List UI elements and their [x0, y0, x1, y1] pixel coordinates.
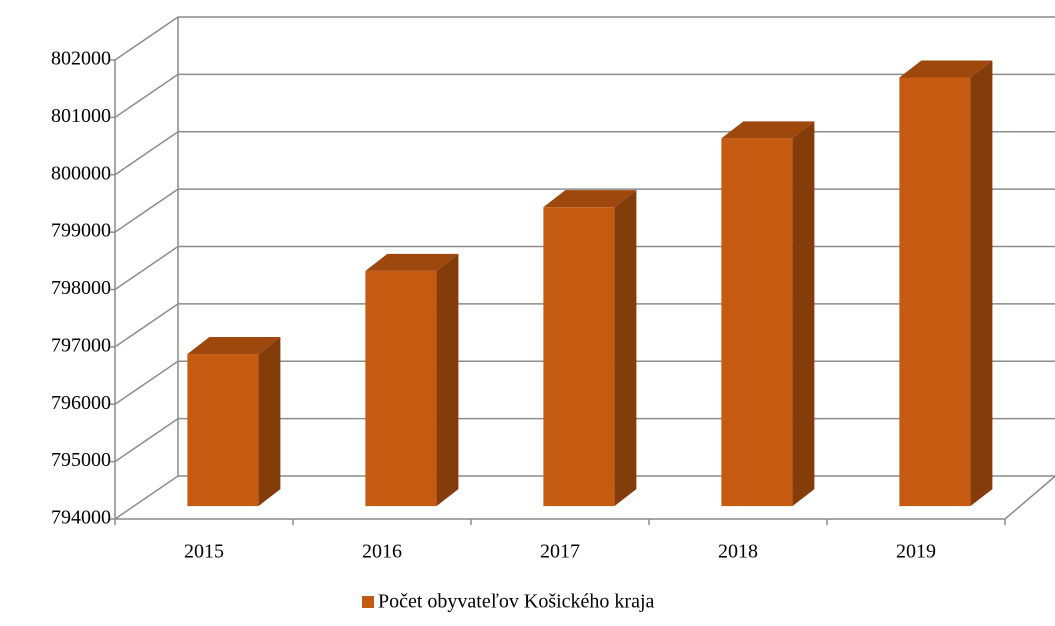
- bar-side: [970, 60, 993, 507]
- grid-line-side: [114, 245, 179, 291]
- grid-line-side: [114, 73, 179, 118]
- legend-label: Počet obyvateľov Košického kraja: [378, 591, 655, 613]
- bar-side: [792, 121, 815, 507]
- y-tick-label: 800000: [51, 162, 111, 184]
- bar-side: [436, 253, 459, 507]
- grid-line-side: [114, 16, 179, 61]
- y-tick-label: 799000: [51, 220, 111, 242]
- floor-right: [1004, 475, 1055, 520]
- x-tick-label: 2018: [718, 541, 758, 563]
- y-tick-label: 801000: [51, 105, 111, 127]
- y-tick-label: 798000: [51, 277, 111, 299]
- bar-side: [258, 337, 281, 507]
- bar-top: [899, 60, 993, 78]
- x-tick-label: 2015: [184, 541, 224, 563]
- bar-top: [187, 337, 281, 355]
- grid-line-side: [114, 303, 179, 348]
- bar-side: [614, 190, 637, 507]
- x-tick-label: 2016: [362, 541, 402, 563]
- y-tick-label: 797000: [51, 334, 111, 356]
- bar: [543, 207, 615, 507]
- y-tick-label: 802000: [51, 48, 111, 70]
- legend-swatch: [362, 596, 374, 608]
- y-tick-label: 795000: [51, 449, 111, 471]
- grid-line-side: [114, 418, 179, 463]
- grid-line-side: [114, 475, 179, 520]
- bar: [899, 77, 971, 507]
- bar-top: [721, 121, 815, 139]
- x-tick-label: 2019: [896, 541, 936, 563]
- bar-top: [543, 190, 637, 208]
- y-tick-label: 796000: [51, 392, 111, 414]
- bar: [721, 138, 793, 507]
- bar-top: [365, 253, 459, 271]
- grid-line-side: [114, 131, 179, 176]
- bar: [365, 270, 437, 507]
- grid-line-side: [114, 188, 179, 233]
- bar: [187, 354, 259, 507]
- grid-line-side: [114, 360, 179, 405]
- y-tick-label: 794000: [51, 507, 111, 529]
- x-tick-label: 2017: [540, 541, 580, 563]
